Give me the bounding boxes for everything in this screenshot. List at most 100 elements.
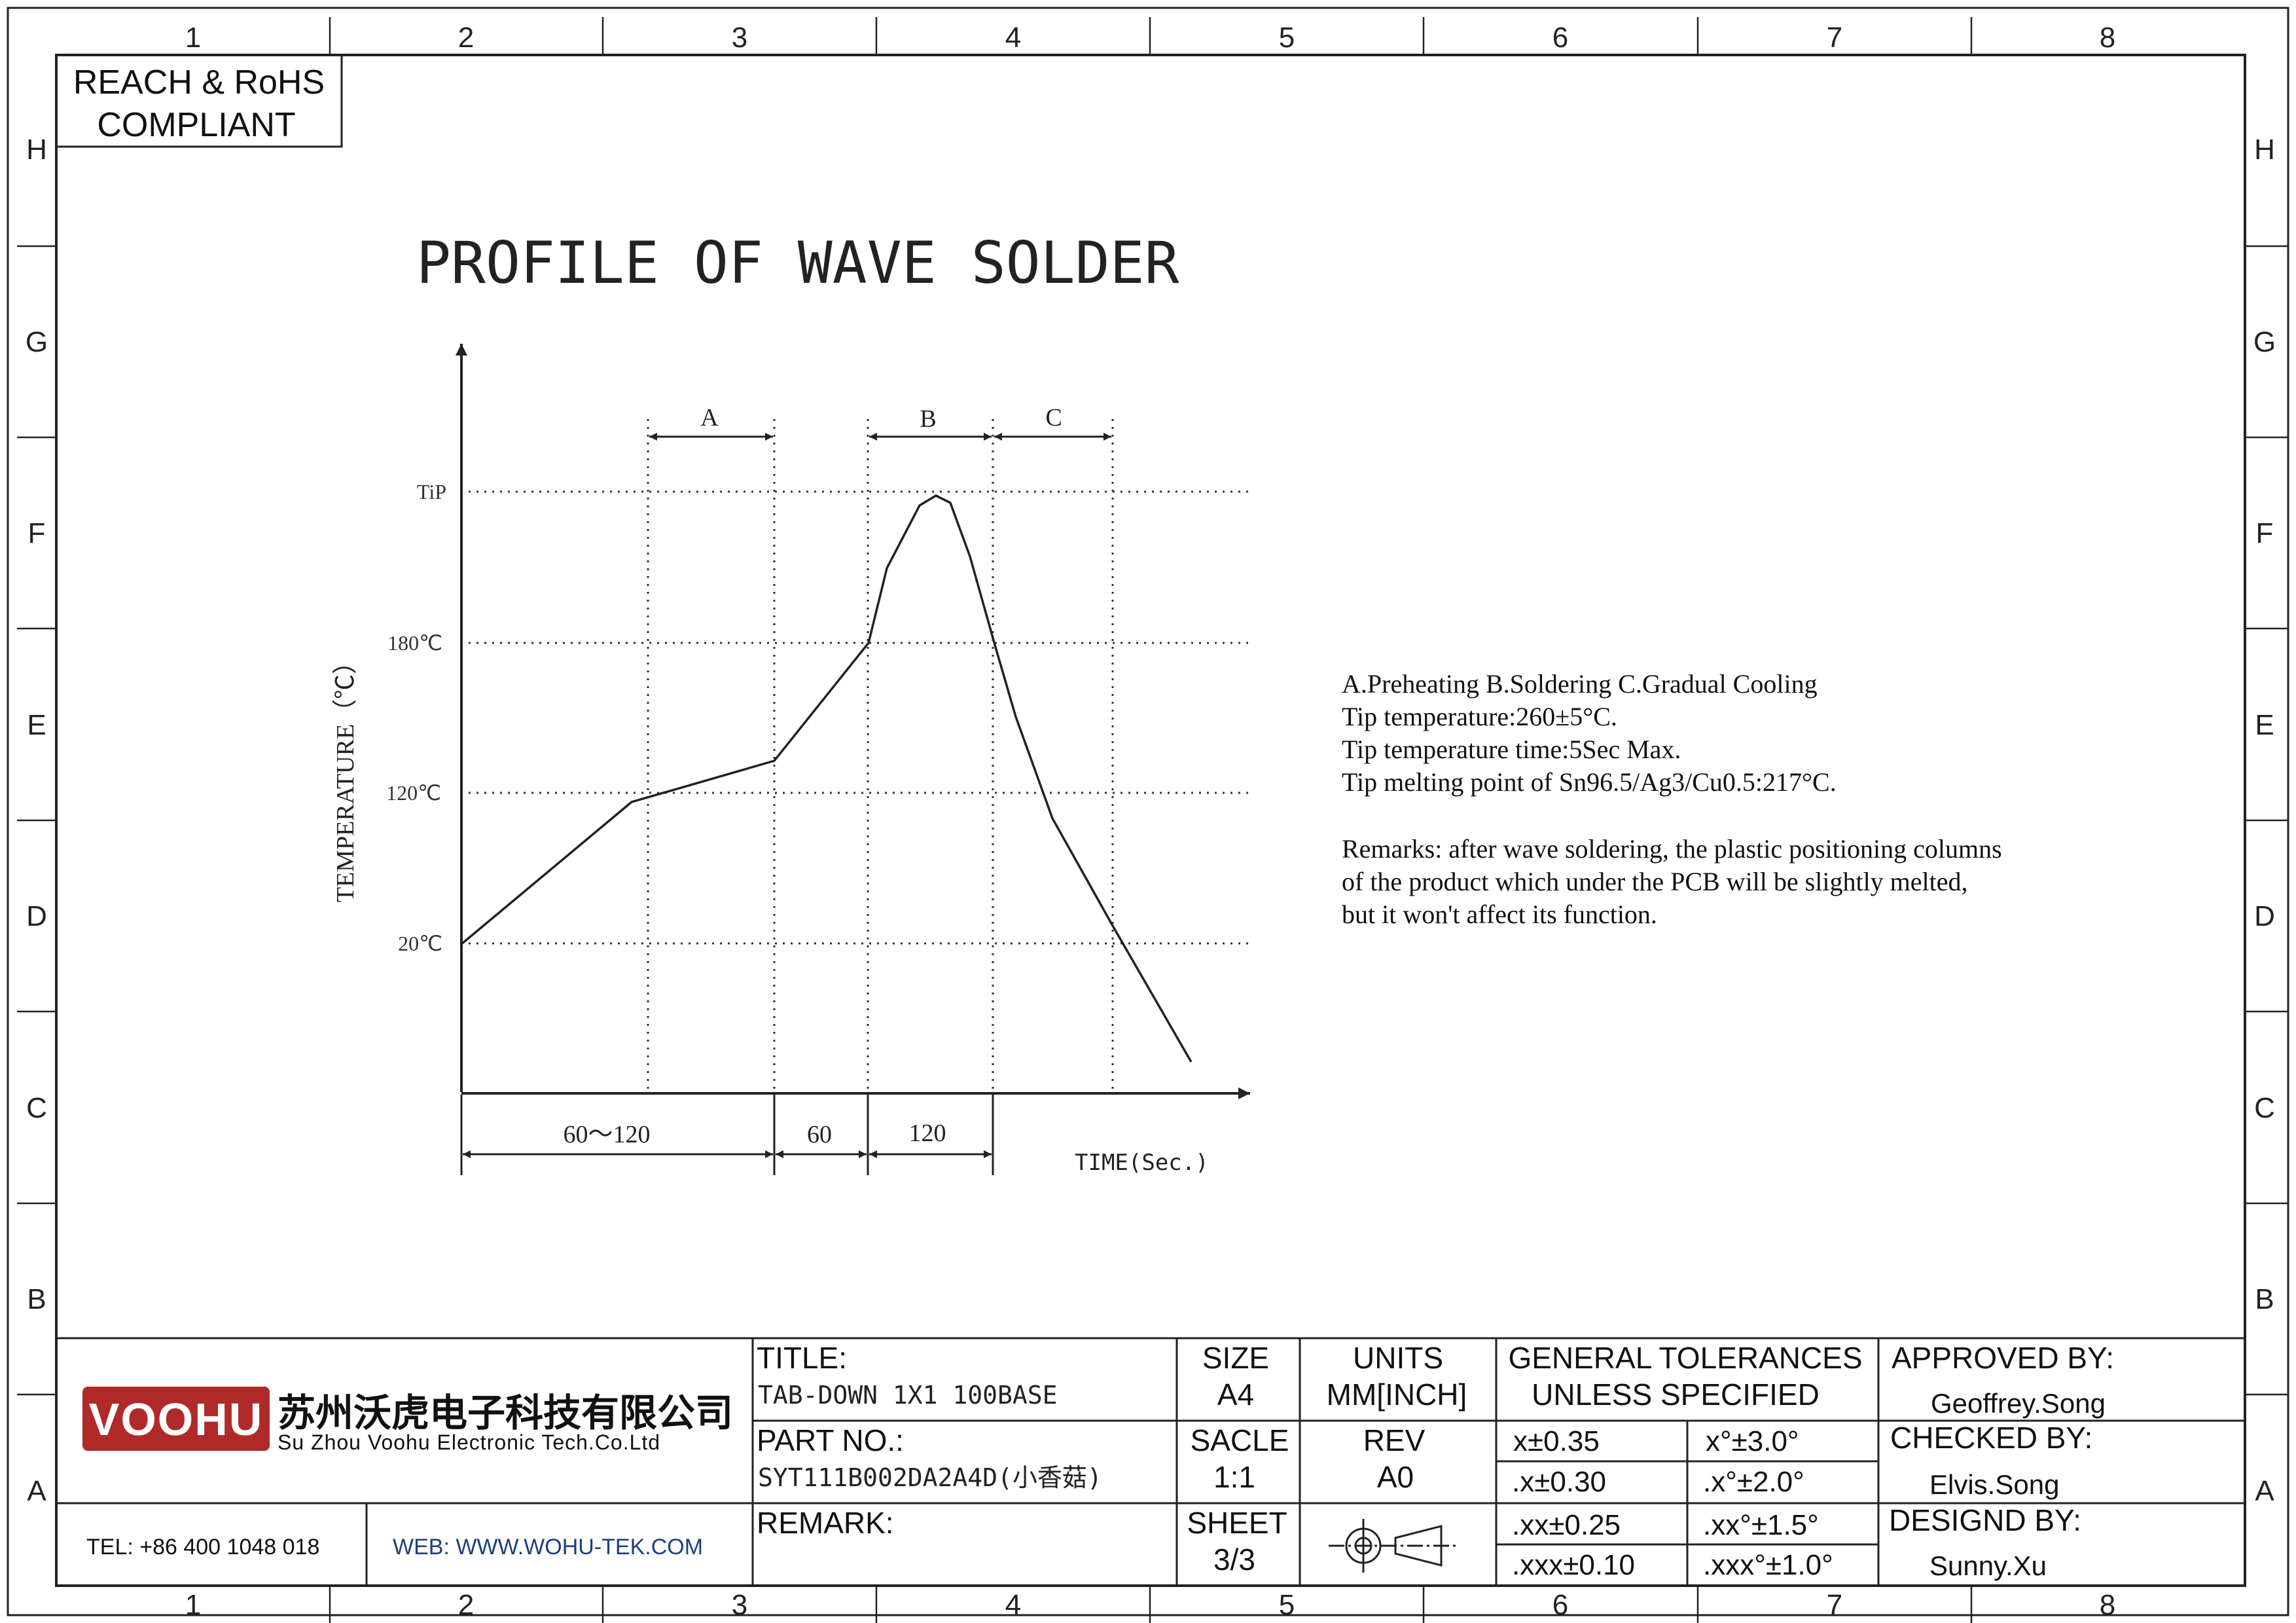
note-line: Tip temperature time:5Sec Max. bbox=[1342, 735, 1681, 764]
tolerance-angular: .xx°±1.5° bbox=[1703, 1509, 1819, 1541]
row-label-right: F bbox=[2256, 517, 2274, 549]
title-block bbox=[56, 1337, 2245, 1586]
notes: A.Preheating B.Soldering C.Gradual Cooli… bbox=[1342, 669, 2002, 929]
title-label: TITLE: bbox=[757, 1341, 847, 1375]
col-label-bottom: 4 bbox=[1005, 1589, 1021, 1621]
company-name-en: Su Zhou Voohu Electronic Tech.Co.Ltd bbox=[278, 1431, 660, 1454]
temp-label-20: 20℃ bbox=[398, 932, 442, 955]
remark-label: REMARK: bbox=[757, 1506, 894, 1540]
note-line: Tip temperature:260±5°C. bbox=[1342, 702, 1617, 731]
size-value: A4 bbox=[1217, 1377, 1254, 1412]
col-label-top: 1 bbox=[185, 22, 201, 54]
row-label-left: A bbox=[27, 1475, 46, 1507]
row-label-left: H bbox=[26, 134, 47, 166]
title-value: TAB-DOWN 1X1 100BASE bbox=[758, 1381, 1058, 1410]
compliance-line-1: REACH & RoHS bbox=[73, 64, 325, 101]
note-line: Tip melting point of Sn96.5/Ag3/Cu0.5:21… bbox=[1342, 767, 1837, 797]
col-label-top: 7 bbox=[1827, 22, 1842, 54]
col-label-bottom: 6 bbox=[1552, 1589, 1568, 1621]
scale-value: 1:1 bbox=[1213, 1460, 1255, 1494]
drawing-title: PROFILE OF WAVE SOLDER bbox=[416, 229, 1179, 297]
part-no-value: SYT111B002DA2A4D(小香菇) bbox=[758, 1463, 1102, 1492]
sheet-label: SHEET bbox=[1187, 1506, 1287, 1540]
col-label-top: 6 bbox=[1552, 22, 1568, 54]
row-label-left: C bbox=[26, 1092, 47, 1124]
compliance-line-2: COMPLIANT bbox=[97, 106, 295, 144]
col-label-top: 8 bbox=[2100, 22, 2115, 54]
y-axis-label: TEMPERATURE（℃） bbox=[332, 649, 359, 902]
scale-label: SACLE bbox=[1191, 1423, 1289, 1457]
remark-line: but it won't affect its function. bbox=[1342, 900, 1657, 929]
column-dividers bbox=[329, 17, 1973, 1623]
row-label-right: G bbox=[2253, 326, 2276, 358]
tel-number: TEL: +86 400 1048 018 bbox=[86, 1535, 319, 1559]
size-label: SIZE bbox=[1202, 1341, 1269, 1375]
col-label-bottom: 8 bbox=[2100, 1589, 2115, 1621]
row-label-left: D bbox=[26, 900, 47, 932]
time-label-ramp: 60 bbox=[807, 1121, 832, 1148]
voohu-logo: VOOHU bbox=[82, 1387, 270, 1451]
col-label-bottom: 3 bbox=[732, 1589, 747, 1621]
approved-by-value: Geoffrey.Song bbox=[1931, 1388, 2106, 1419]
col-label-top: 2 bbox=[458, 22, 474, 54]
col-label-bottom: 5 bbox=[1279, 1589, 1295, 1621]
tolerance-header-1: GENERAL TOLERANCES bbox=[1508, 1341, 1862, 1375]
company-name-cn: 苏州沃虎电子科技有限公司 bbox=[278, 1392, 733, 1434]
temperature-profile-curve bbox=[460, 494, 1193, 1063]
rev-value: A0 bbox=[1377, 1460, 1414, 1494]
row-label-right: D bbox=[2254, 900, 2275, 932]
checked-by-label: CHECKED BY: bbox=[1890, 1421, 2092, 1455]
tolerance-linear: .xx±0.25 bbox=[1512, 1509, 1621, 1541]
row-label-right: E bbox=[2255, 709, 2274, 741]
row-label-left: B bbox=[27, 1283, 46, 1315]
tolerance-linear: x±0.35 bbox=[1513, 1425, 1600, 1457]
temp-label-tip: TiP bbox=[417, 480, 446, 503]
checked-by-value: Elvis.Song bbox=[1929, 1469, 2059, 1500]
compliance-box: REACH & RoHS COMPLIANT bbox=[55, 54, 343, 148]
col-label-top: 5 bbox=[1279, 22, 1295, 54]
note-line: A.Preheating B.Soldering C.Gradual Cooli… bbox=[1342, 669, 1818, 699]
time-label-preheat: 60～120 bbox=[563, 1121, 650, 1148]
tolerance-angular: .xxx°±1.0° bbox=[1703, 1549, 1833, 1581]
zone-label-b: B bbox=[920, 405, 936, 433]
website: WEB: WWW.WOHU-TEK.COM bbox=[393, 1535, 703, 1559]
row-label-left: E bbox=[27, 709, 46, 741]
approved-by-label: APPROVED BY: bbox=[1892, 1341, 2114, 1375]
x-axis-label: TIME(Sec.) bbox=[1075, 1150, 1209, 1176]
col-label-bottom: 1 bbox=[185, 1589, 201, 1621]
row-label-right: A bbox=[2255, 1475, 2274, 1507]
row-dividers bbox=[17, 245, 2288, 1396]
zone-label-a: A bbox=[700, 404, 719, 431]
temp-label-180: 180℃ bbox=[387, 631, 442, 655]
units-label: UNITS bbox=[1353, 1341, 1443, 1375]
tolerance-linear: .xxx±0.10 bbox=[1512, 1549, 1635, 1581]
sheet-value: 3/3 bbox=[1213, 1542, 1255, 1577]
designed-by-label: DESIGND BY: bbox=[1889, 1503, 2081, 1537]
rev-label: REV bbox=[1363, 1423, 1426, 1457]
zone-label-c: C bbox=[1045, 404, 1062, 431]
col-label-bottom: 7 bbox=[1827, 1589, 1842, 1621]
outer-border bbox=[7, 7, 2289, 1616]
tolerance-linear: .x±0.30 bbox=[1512, 1466, 1606, 1498]
tolerance-angular: x°±3.0° bbox=[1706, 1425, 1799, 1457]
units-value: MM[INCH] bbox=[1327, 1377, 1467, 1412]
time-dimensions bbox=[460, 1095, 994, 1175]
row-label-left: F bbox=[28, 517, 46, 549]
designed-by-value: Sunny.Xu bbox=[1929, 1550, 2047, 1581]
temp-label-120: 120℃ bbox=[386, 781, 441, 805]
projection-symbol-icon bbox=[1329, 1519, 1458, 1573]
row-label-right: C bbox=[2254, 1092, 2275, 1124]
logo-text: VOOHU bbox=[89, 1394, 264, 1445]
col-label-top: 4 bbox=[1005, 22, 1021, 54]
tolerance-header-2: UNLESS SPECIFIED bbox=[1532, 1377, 1820, 1412]
tolerance-angular: .x°±2.0° bbox=[1703, 1466, 1804, 1498]
part-no-label: PART NO.: bbox=[757, 1423, 904, 1457]
row-label-right: H bbox=[2254, 134, 2275, 166]
col-label-bottom: 2 bbox=[458, 1589, 474, 1621]
col-label-top: 3 bbox=[732, 22, 747, 54]
remark-line: Remarks: after wave soldering, the plast… bbox=[1342, 834, 2002, 864]
remark-line: of the product which under the PCB will … bbox=[1342, 867, 1968, 896]
row-label-right: B bbox=[2255, 1283, 2274, 1315]
time-label-solder: 120 bbox=[909, 1120, 946, 1147]
